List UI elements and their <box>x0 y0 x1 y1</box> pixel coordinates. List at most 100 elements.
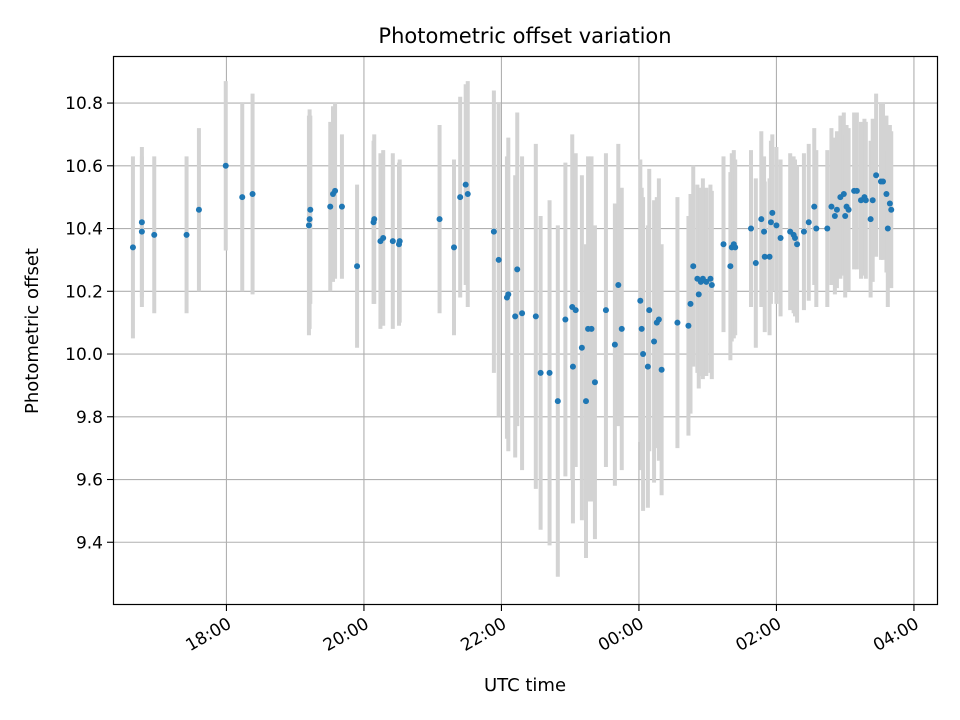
data-points <box>129 162 895 405</box>
data-point <box>239 194 246 201</box>
data-point <box>811 203 818 210</box>
data-point <box>644 363 651 370</box>
x-axis-ticks: 18:00 20:00 22:00 00:00 02:00 04:00 <box>183 605 922 656</box>
data-point <box>354 263 361 270</box>
data-point <box>307 206 314 213</box>
data-point <box>569 363 576 370</box>
y-tick-label: 9.4 <box>76 533 103 553</box>
data-point <box>611 341 618 348</box>
data-point <box>805 219 812 226</box>
data-point <box>332 187 339 194</box>
x-tick-label: 04:00 <box>870 614 922 656</box>
data-point <box>138 219 145 226</box>
data-point <box>519 310 526 317</box>
data-point <box>583 398 589 405</box>
data-point <box>651 338 658 345</box>
y-tick-label: 10.4 <box>65 220 103 240</box>
data-point <box>840 191 847 198</box>
data-point <box>824 225 831 232</box>
data-point <box>886 200 893 207</box>
data-point <box>761 228 768 235</box>
data-point <box>222 162 229 169</box>
data-point <box>883 191 890 198</box>
plot-frame <box>112 55 939 606</box>
data-point <box>436 216 443 223</box>
data-point <box>695 291 702 298</box>
data-point <box>674 319 681 326</box>
data-point <box>462 181 469 188</box>
data-point <box>591 379 598 386</box>
data-point <box>327 203 334 210</box>
data-point <box>396 238 403 245</box>
data-point <box>464 191 471 198</box>
data-point <box>602 307 609 314</box>
data-point <box>338 203 345 210</box>
data-point <box>777 234 784 241</box>
data-point <box>767 219 774 226</box>
x-tick-label: 02:00 <box>733 614 785 656</box>
data-point <box>752 260 759 267</box>
data-point <box>495 256 502 263</box>
data-point <box>687 300 694 307</box>
grid-lines <box>113 56 938 605</box>
data-point <box>758 216 765 223</box>
data-point <box>512 313 519 320</box>
data-point <box>884 225 891 232</box>
data-point <box>457 194 464 201</box>
data-point <box>732 244 739 251</box>
data-point <box>578 344 585 351</box>
x-tick-label: 00:00 <box>595 614 647 656</box>
data-point <box>183 231 190 238</box>
data-point <box>769 209 776 216</box>
data-point <box>505 291 512 298</box>
data-point <box>658 366 665 373</box>
data-point <box>562 316 569 323</box>
data-point <box>888 206 895 213</box>
data-point <box>773 222 780 229</box>
data-point <box>389 238 396 245</box>
data-point <box>880 178 886 185</box>
x-axis-label: UTC time <box>484 675 566 696</box>
y-tick-label: 10.0 <box>65 345 103 365</box>
data-point <box>546 369 553 376</box>
data-point <box>588 325 595 332</box>
data-point <box>151 231 158 238</box>
y-axis-label: Photometric offset <box>22 248 43 414</box>
data-point <box>646 307 653 314</box>
data-point <box>249 191 256 198</box>
data-point <box>685 322 692 329</box>
data-point <box>655 316 662 323</box>
x-tick-label: 20:00 <box>320 614 372 656</box>
data-point <box>637 297 644 304</box>
y-tick-label: 9.6 <box>76 471 103 491</box>
data-point <box>129 244 136 251</box>
data-point <box>727 263 734 270</box>
data-point <box>690 263 697 270</box>
data-point <box>490 228 497 235</box>
data-point <box>195 206 202 213</box>
x-tick-label: 22:00 <box>458 614 510 656</box>
data-point <box>862 197 869 204</box>
data-point <box>640 351 647 358</box>
y-tick-label: 10.2 <box>65 282 103 302</box>
data-point <box>305 222 312 229</box>
data-point <box>703 278 710 285</box>
data-point <box>380 234 387 241</box>
data-point <box>708 282 715 289</box>
data-point <box>707 275 714 282</box>
data-point <box>306 216 313 223</box>
data-point <box>794 241 801 248</box>
data-point <box>813 225 820 232</box>
data-point <box>537 369 544 376</box>
data-point <box>138 228 145 235</box>
data-point <box>873 172 880 179</box>
data-point <box>833 206 840 213</box>
data-point <box>792 234 798 241</box>
data-point <box>615 282 622 289</box>
x-tick-label: 18:00 <box>183 614 235 656</box>
y-tick-label: 10.8 <box>65 94 103 114</box>
data-point <box>867 216 874 223</box>
error-bars <box>130 81 894 577</box>
data-point <box>800 228 807 235</box>
data-point <box>748 225 754 232</box>
